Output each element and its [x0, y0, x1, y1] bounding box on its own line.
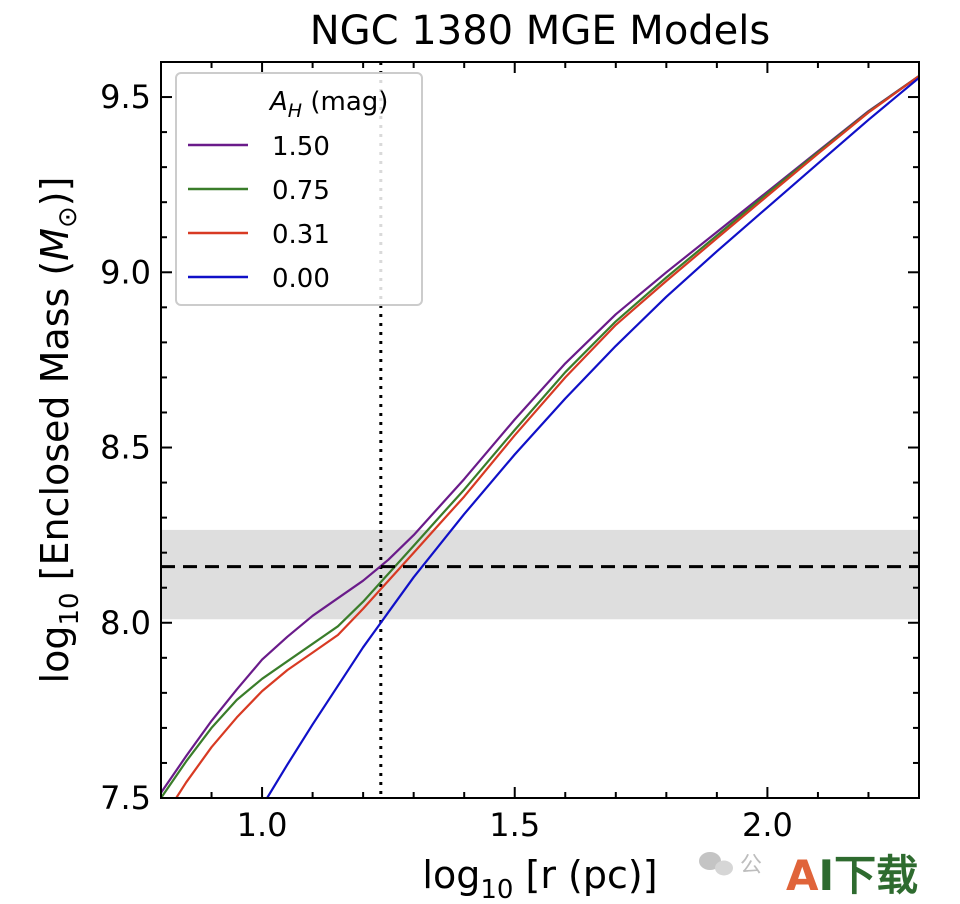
uncertainty-band: [161, 529, 919, 620]
x-tick-label: 2.0: [742, 806, 793, 844]
x-tick-label: 1.5: [489, 806, 540, 844]
axis-ticks: [161, 62, 919, 798]
legend-frame: [175, 72, 423, 306]
watermark-text: 公: [740, 853, 762, 878]
series-line-0-31: [175, 75, 919, 798]
y-tick-label: 8.5: [100, 429, 151, 467]
y-tick-label: 8.0: [100, 604, 151, 642]
watermark: 公 AI下载: [699, 851, 918, 900]
legend-title: AH (mag): [268, 87, 388, 122]
series-line-1-50: [161, 75, 919, 794]
y-tick-label: 7.5: [100, 779, 151, 817]
y-axis-label: log10 [Enclosed Mass (M⊙)]: [33, 177, 85, 684]
y-tick-label: 9.5: [100, 78, 151, 116]
x-axis-label: log10 [r (pc)]: [422, 853, 657, 904]
legend-label-0-75: 0.75: [272, 176, 330, 206]
legend-label-0-00: 0.00: [272, 264, 330, 294]
legend-label-0-31: 0.31: [272, 220, 330, 250]
legend-entries: 1.50 0.75 0.31 0.00: [188, 132, 330, 294]
chart-title: NGC 1380 MGE Models: [310, 8, 771, 54]
series-line-0-00: [266, 76, 919, 798]
x-tick-label: 1.0: [237, 806, 288, 844]
legend-label-1-50: 1.50: [272, 132, 330, 162]
plot-area: [160, 61, 920, 799]
series-line-0-75: [161, 75, 919, 798]
watermark-logo: AI下载: [786, 851, 918, 900]
wechat-icon: [699, 852, 733, 876]
tick-labels: 1.0 1.5 2.0 7.5 8.0 8.5 9.0 9.5: [100, 78, 793, 844]
legend: AH (mag) 1.50 0.75 0.31 0.00: [175, 72, 423, 306]
series-lines: [161, 75, 919, 798]
y-tick-label: 9.0: [100, 253, 151, 291]
plot-frame: [160, 61, 920, 799]
